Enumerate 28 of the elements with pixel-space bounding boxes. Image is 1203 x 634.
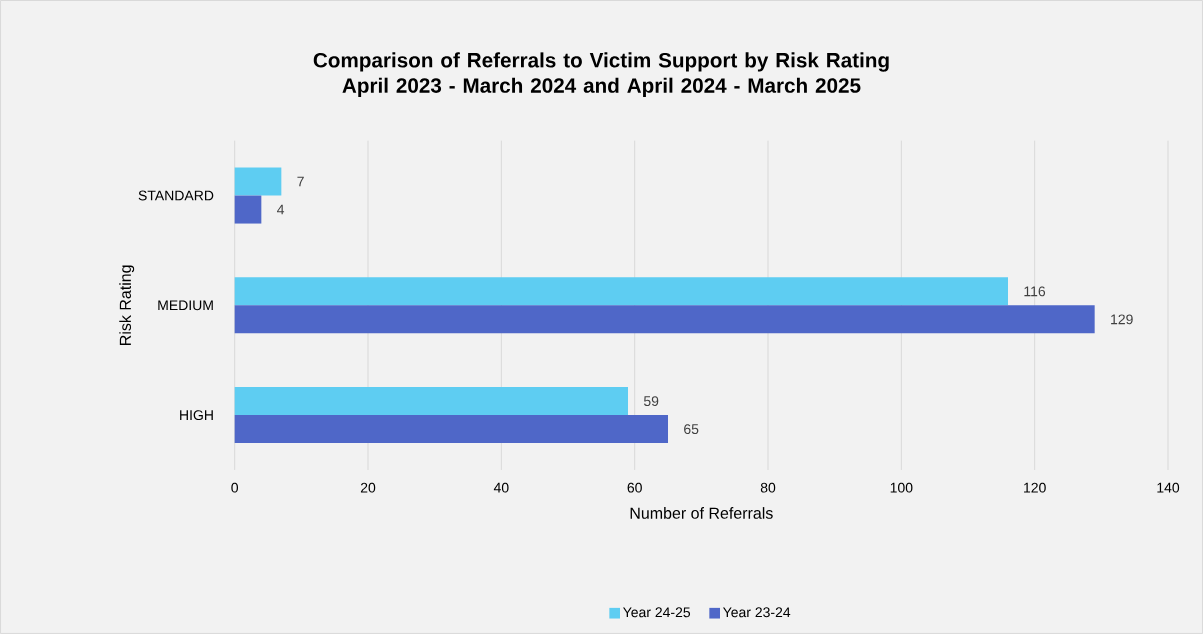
y-tick-label: MEDIUM: [158, 300, 213, 311]
chart-title: Comparison of Referrals to Victim Support by Risk Rating April 2023 - March 2024 and April 2024 - March 2025: [313, 52, 889, 97]
bar: [234, 195, 262, 224]
x-tick-label: 20: [360, 482, 376, 493]
data-label: 4: [277, 204, 285, 215]
x-tick-label: 100: [890, 482, 913, 493]
x-tick-label: 140: [1157, 482, 1180, 493]
x-tick-label: 120: [1024, 482, 1046, 493]
bar: [234, 415, 668, 444]
data-label: 65: [684, 424, 699, 435]
x-tick-label: 80: [760, 482, 776, 493]
legend-label: Year 24-25: [623, 607, 691, 618]
y-tick-label: HIGH: [180, 410, 213, 421]
x-axis-title: Number of Referrals: [630, 507, 773, 519]
y-tick-label: STANDARD: [138, 190, 214, 201]
data-label: 59: [643, 396, 659, 407]
x-tick-label: 60: [627, 482, 642, 493]
data-label: 129: [1111, 314, 1133, 325]
data-label: 7: [297, 176, 304, 187]
bar: [234, 277, 1008, 306]
bar: [234, 387, 629, 416]
x-tick-label: 0: [231, 482, 239, 493]
bar: [234, 167, 282, 196]
legend-label: Year 23-24: [722, 607, 791, 618]
x-tick-label: 40: [493, 482, 509, 493]
y-axis-title: Risk Rating: [119, 265, 135, 345]
bar: [234, 305, 1095, 334]
data-label: 116: [1024, 286, 1046, 297]
